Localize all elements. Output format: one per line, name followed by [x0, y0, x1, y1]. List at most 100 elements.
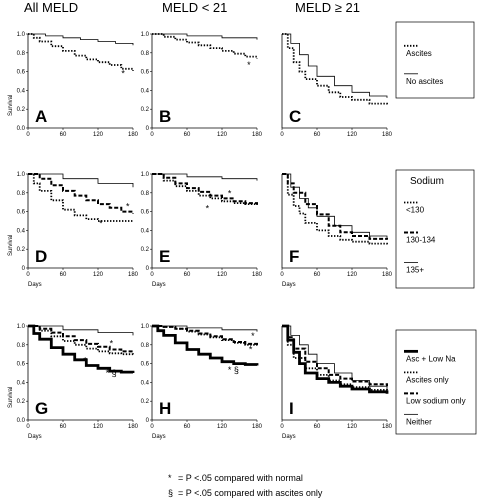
footnote-section-symbol: § — [168, 488, 173, 498]
series-dashed-line — [152, 173, 258, 205]
y-tick-label: 1.0 — [141, 32, 150, 38]
series-dotted-line — [28, 33, 134, 71]
significance-marker: * — [121, 68, 125, 78]
x-tick-label: 120 — [93, 424, 104, 430]
significance-marker: * — [206, 204, 210, 214]
x-tick-label: 60 — [184, 272, 191, 278]
y-tick-label: 0.6 — [141, 362, 150, 368]
legends-group: Ascites No ascites Sodium <130 130-134 135+ As… — [395, 21, 477, 435]
series-dotted-line — [282, 173, 388, 245]
significance-marker: * — [251, 331, 255, 341]
y-tick-label: 1.0 — [17, 324, 26, 330]
x-tick-label: 120 — [347, 132, 358, 138]
series-thin-line — [28, 33, 134, 46]
x-tick-label: 0 — [150, 424, 154, 430]
y-tick-label: 0.2 — [141, 399, 150, 405]
legend-label: Ascites only — [406, 375, 449, 384]
significance-marker: * — [110, 339, 114, 349]
x-axis-label: Days — [28, 434, 42, 440]
y-tick-label: 1.0 — [17, 32, 26, 38]
significance-marker: * § — [106, 368, 117, 378]
series-dashed-line — [28, 325, 134, 353]
y-tick-label: 0 — [146, 266, 150, 272]
significance-marker: * — [83, 356, 87, 366]
y-tick-label: 0.0 — [17, 126, 26, 132]
x-tick-label: 0 — [150, 272, 154, 278]
series-thin-line — [282, 33, 388, 98]
x-tick-label: 60 — [314, 424, 321, 430]
significance-marker: * § — [228, 365, 239, 375]
legend-border — [395, 329, 477, 435]
y-tick-label: 0.8 — [141, 343, 150, 349]
significance-marker: * — [126, 202, 130, 212]
y-axis-label: Survival — [8, 387, 14, 408]
panel-letter: F — [289, 247, 299, 266]
series-thin-line — [282, 325, 388, 389]
panel-A: 0 60 120 180 0.0 0.2 0.4 0.6 0.8 1.0 Survival A * — [8, 32, 139, 138]
panel-B: 0 60 120 180 0 0.2 0.4 0.6 0.8 1.0 B * — [141, 32, 263, 138]
y-tick-label: 0.4 — [17, 380, 26, 386]
footnote-star-symbol: * — [168, 473, 172, 483]
y-tick-label: 0.8 — [17, 343, 26, 349]
y-tick-label: 1.0 — [141, 324, 150, 330]
y-tick-label: 0.2 — [141, 107, 150, 113]
panel-letter: H — [159, 399, 171, 418]
x-axis-label: Days — [28, 282, 42, 288]
legend-title: Sodium — [410, 176, 444, 187]
x-tick-label: 60 — [60, 132, 67, 138]
panel-E: 0 60 120 180 0 0.2 0.4 0.6 0.8 1.0 Days E * * — [141, 172, 263, 288]
panel-letter: D — [35, 247, 47, 266]
x-tick-label: 180 — [252, 424, 263, 430]
legend-label: Ascites — [406, 49, 432, 58]
series-dotted-line — [28, 173, 133, 222]
legend-box: Asc + Low Na Ascites only Low sodium only N… — [395, 329, 477, 435]
y-tick-label: 0.4 — [17, 228, 26, 234]
x-tick-label: 60 — [60, 424, 67, 430]
panel-letter: E — [159, 247, 170, 266]
legend-label: <130 — [406, 206, 425, 215]
x-tick-label: 60 — [184, 132, 191, 138]
series-thin-line — [152, 173, 258, 181]
series-dashed-line — [152, 325, 258, 345]
series-thin-line — [28, 325, 134, 336]
footnote-star-text: = P <.05 compared with normal — [178, 473, 303, 483]
x-tick-label: 180 — [382, 272, 393, 278]
x-tick-label: 0 — [26, 424, 30, 430]
series-thick-line — [28, 324, 135, 374]
x-axis-label: Days — [152, 282, 166, 288]
y-tick-label: 0.8 — [141, 51, 150, 57]
x-tick-label: 60 — [184, 424, 191, 430]
x-axis-label: Days — [282, 282, 296, 288]
series-dashed-line — [282, 173, 388, 240]
legend-box: Sodium <130 130-134 135+ — [395, 169, 475, 289]
x-tick-label: 120 — [217, 132, 228, 138]
y-tick-label: 0.4 — [141, 88, 150, 94]
y-tick-label: 0.4 — [141, 380, 150, 386]
significance-marker: * — [99, 219, 103, 229]
y-tick-label: 0.2 — [17, 107, 26, 113]
legend-box: Ascites No ascites — [395, 21, 475, 99]
y-tick-label: 0.8 — [17, 191, 26, 197]
x-tick-label: 0 — [26, 132, 30, 138]
panel-letter: G — [35, 399, 48, 418]
y-tick-label: 1.0 — [141, 172, 150, 178]
y-tick-label: 0 — [22, 266, 26, 272]
x-tick-label: 180 — [382, 132, 393, 138]
x-axis-label: Days — [282, 434, 296, 440]
series-dashed-line — [28, 173, 134, 214]
x-tick-label: 120 — [93, 272, 104, 278]
x-tick-label: 120 — [347, 424, 358, 430]
x-axis-label: Days — [152, 434, 166, 440]
column-header-meld-high: MELD ≥ 21 — [295, 0, 360, 15]
panel-letter: B — [159, 107, 171, 126]
x-tick-label: 0 — [280, 272, 284, 278]
panels-group: 0 60 120 180 0.0 0.2 0.4 0.6 0.8 1.0 Survival A * 0 60… — [8, 32, 393, 440]
column-header-meld-low: MELD < 21 — [162, 0, 227, 15]
y-tick-label: 0 — [146, 418, 150, 424]
y-tick-label: 0.2 — [17, 247, 26, 253]
x-tick-label: 60 — [314, 132, 321, 138]
series-dotted-line — [282, 33, 388, 105]
y-tick-label: 0.4 — [17, 88, 26, 94]
x-tick-label: 120 — [217, 424, 228, 430]
significance-marker: * — [249, 344, 253, 354]
